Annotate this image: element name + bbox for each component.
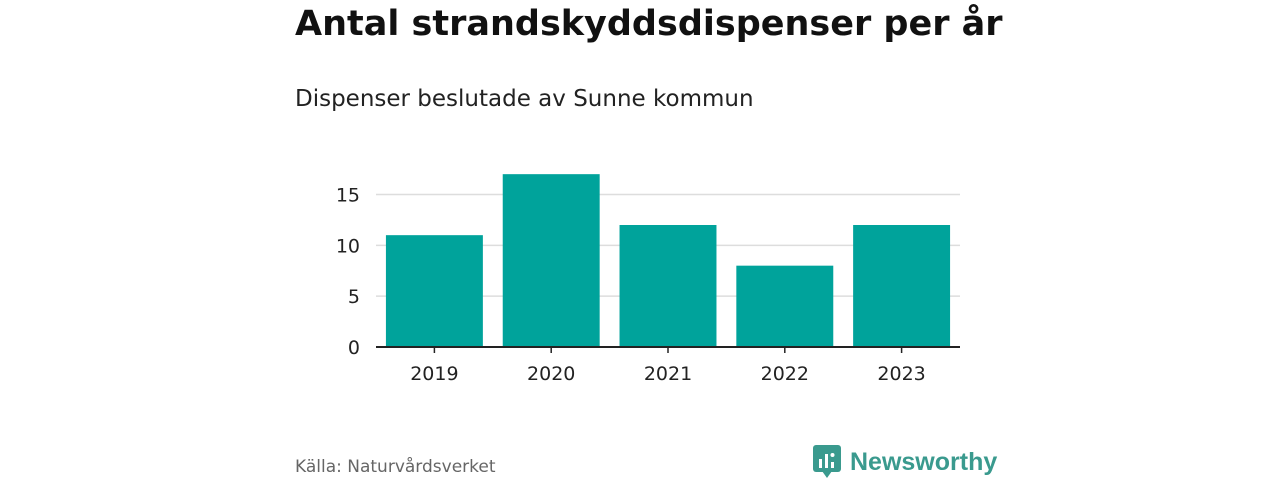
y-tick-label: 15 (336, 185, 360, 207)
x-tick-label: 2023 (877, 363, 925, 385)
chart-subtitle: Dispenser beslutade av Sunne kommun (295, 86, 754, 112)
x-tick-label: 2022 (761, 363, 809, 385)
bar (619, 225, 717, 347)
x-tick-label: 2019 (410, 363, 458, 385)
x-tick-label: 2021 (644, 363, 692, 385)
y-tick-label: 0 (348, 337, 360, 359)
chart-title: Antal strandskyddsdispenser per år (295, 4, 1003, 44)
bar (502, 174, 600, 347)
bar (736, 265, 834, 347)
y-tick-label: 10 (336, 235, 360, 257)
newsworthy-logo-icon (813, 445, 841, 478)
y-tick-label: 5 (348, 286, 360, 308)
bar (853, 225, 951, 347)
source-note: Källa: Naturvårdsverket (295, 457, 496, 477)
x-tick-label: 2020 (527, 363, 575, 385)
brand-logo: Newsworthy (813, 445, 997, 479)
bar (385, 235, 483, 347)
brand-name: Newsworthy (850, 447, 998, 476)
